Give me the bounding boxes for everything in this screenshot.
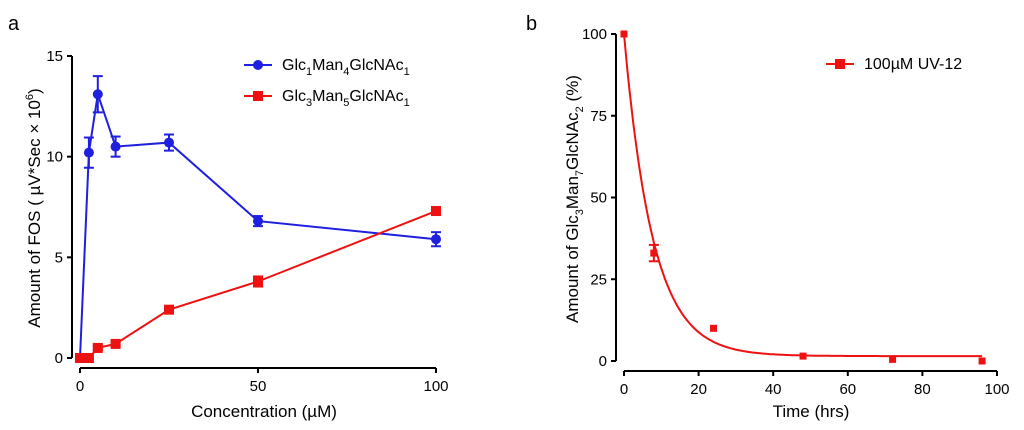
panel-b-y-axis-title-part1: Amount of Glc [563, 215, 582, 323]
legend-label: Glc1Man4GlcNAc1 [282, 57, 410, 78]
legend-label-part: 4 [343, 66, 349, 78]
data-point [431, 206, 441, 217]
data-point [253, 91, 263, 101]
data-point [253, 276, 263, 287]
data-point [92, 89, 103, 100]
legend-label-part: 3 [306, 97, 312, 109]
legend-label-part: Man [312, 88, 343, 105]
fit-curve [623, 33, 983, 358]
panel-a-y-axis-title-end: ) [25, 88, 44, 94]
panel-a-y-axis-title: Amount of FOS ( µV*Sec × 106) [24, 88, 44, 327]
panel-a-letter: a [8, 13, 20, 35]
data-point [978, 357, 986, 365]
legend-label-part: GlcNAc [349, 88, 403, 105]
panel-a-x-axis-title: Concentration (µM) [191, 402, 337, 421]
legend-label-part: Glc [282, 88, 306, 105]
panel-b-y-axis-title-part2: Man [563, 176, 582, 209]
legend-label-part: 1 [404, 97, 410, 109]
x-tick-label: 100 [423, 378, 448, 395]
panel-b-letter: b [526, 13, 537, 35]
panel-b-ticks: 0 25 50 75 100 0 20 40 60 80 100 [582, 26, 1010, 398]
legend-label: Glc3Man5GlcNAc1 [282, 88, 410, 109]
panel-b-axes [615, 34, 997, 372]
x-tick-label: 0 [76, 378, 84, 395]
data-point [75, 353, 85, 363]
y-tick-label: 0 [55, 350, 63, 367]
y-tick-label: 5 [55, 249, 63, 266]
legend-label-part: 1 [306, 66, 312, 78]
data-point [835, 59, 845, 69]
series-100um-uv-12 [620, 30, 986, 365]
legend-label: 100µM UV-12 [864, 56, 962, 73]
data-point [620, 30, 628, 38]
legend-label-part: Man [312, 57, 343, 74]
data-point [710, 324, 718, 332]
x-tick-label: 80 [914, 381, 931, 398]
panel-a-series [75, 75, 441, 363]
data-point [799, 352, 807, 360]
panel-b-y-axis-title-sub3: 2 [574, 106, 586, 112]
data-point [253, 216, 263, 227]
panel-b-legend: 100µM UV-12 [826, 56, 962, 73]
panel-b-y-axis-title-end: (%) [563, 75, 582, 106]
panel-b-y-axis-title-sub1: 3 [574, 209, 586, 215]
x-tick-label: 0 [620, 381, 628, 398]
panel-b-y-axis-title-part3: GlcNAc [563, 112, 582, 170]
x-tick-label: 50 [250, 378, 267, 395]
y-tick-label: 10 [46, 149, 63, 166]
data-point [650, 249, 658, 257]
y-tick-label: 15 [46, 48, 63, 65]
y-tick-label: 75 [590, 108, 607, 125]
data-point [110, 338, 121, 349]
y-tick-label: 100 [582, 26, 607, 43]
data-point [92, 342, 103, 353]
panel-b-y-axis-title-sub2: 7 [574, 170, 586, 176]
data-point [889, 355, 897, 363]
x-tick-label: 100 [984, 381, 1009, 398]
y-tick-label: 25 [590, 271, 607, 288]
panel-b-y-axis-title: Amount of Glc3Man7GlcNAc2 (%) [563, 75, 586, 323]
legend-label-part: 5 [343, 97, 349, 109]
data-point [110, 141, 121, 152]
x-tick-label: 20 [690, 381, 707, 398]
series-glc1man4glcnac1 [75, 75, 441, 363]
data-point [83, 147, 94, 158]
chart-panel-b: b 0 25 50 75 100 0 20 40 60 80 100 Time (hrs) Amou… [526, 13, 1010, 421]
panel-a-y-axis-title-exponent: 6 [24, 94, 36, 100]
panel-a-y-axis-title-main: Amount of FOS ( µV*Sec × 10 [25, 100, 44, 328]
panel-b-x-axis-title: Time (hrs) [773, 402, 850, 421]
data-point [83, 353, 94, 363]
x-tick-label: 60 [839, 381, 856, 398]
panel-b-series [620, 30, 986, 365]
data-point [431, 234, 441, 245]
y-tick-label: 50 [590, 190, 607, 207]
legend-label-part: Glc [282, 57, 306, 74]
legend-label-part: 1 [404, 66, 410, 78]
data-point [164, 304, 174, 315]
x-tick-label: 40 [765, 381, 782, 398]
data-point [164, 137, 174, 148]
legend-label-part: GlcNAc [349, 57, 403, 74]
series-glc3man5glcnac1 [75, 206, 441, 363]
y-tick-label: 0 [599, 353, 607, 370]
data-point [253, 60, 263, 70]
